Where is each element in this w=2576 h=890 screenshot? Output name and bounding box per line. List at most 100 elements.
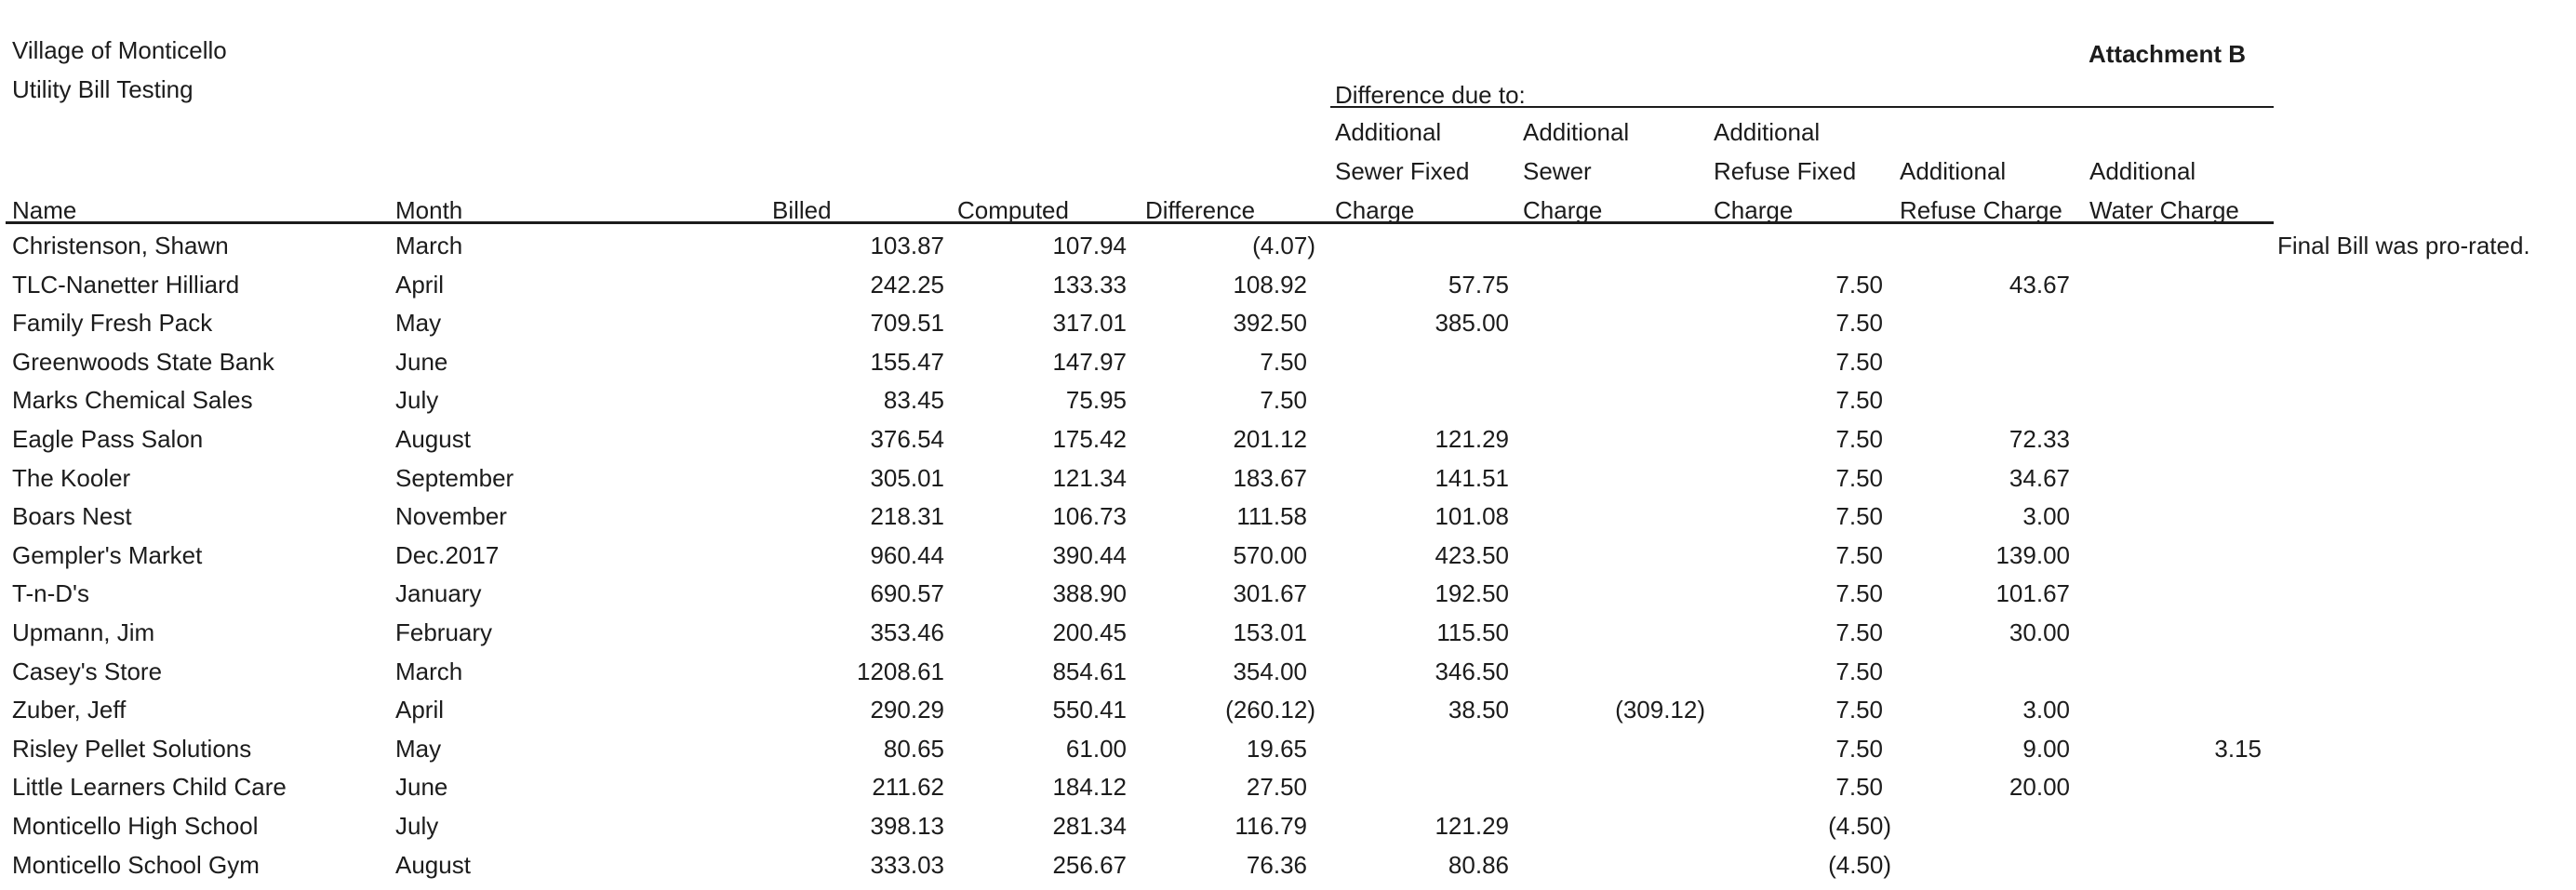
cell-sewer-fixed: 121.29 (1435, 812, 1509, 840)
cell-computed: 175.42 (1052, 425, 1127, 453)
table-row: Upmann, Jim February 353.46 200.45 153.01 115… (0, 619, 2576, 645)
cell-sewer-fixed: 385.00 (1435, 309, 1509, 337)
cell-refuse-fixed: (4.50) (1828, 851, 1891, 879)
table-row: Eagle Pass Salon August 376.54 175.42 201.12… (0, 426, 2576, 452)
cell-computed: 61.00 (1065, 735, 1127, 763)
cell-computed: 200.45 (1052, 618, 1127, 646)
cell-difference: 19.65 (1246, 735, 1307, 763)
cell-name: Zuber, Jeff (12, 696, 127, 724)
cell-billed: 80.65 (883, 735, 944, 763)
cell-month: May (395, 309, 442, 337)
cell-month: August (395, 425, 471, 453)
table-row: Little Learners Child Care June 211.62 184.… (0, 774, 2576, 800)
cell-name: Greenwoods State Bank (12, 348, 274, 376)
table-row: Monticello High School July 398.13 281.34 11… (0, 813, 2576, 839)
cell-note: Final Bill was pro-rated. (2277, 232, 2530, 259)
cell-sewer-fixed: 423.50 (1435, 541, 1509, 569)
cell-refuse-fixed: 7.50 (1835, 348, 1883, 376)
cell-difference: 76.36 (1246, 851, 1307, 879)
cell-refuse: 20.00 (2009, 773, 2070, 801)
cell-difference: 392.50 (1233, 309, 1307, 337)
cell-computed: 147.97 (1052, 348, 1127, 376)
cell-difference: 27.50 (1246, 773, 1307, 801)
cell-name: The Kooler (12, 464, 131, 492)
table-row: Casey's Store March 1208.61 854.61 354.00 346… (0, 658, 2576, 684)
cell-refuse-fixed: 7.50 (1835, 579, 1883, 607)
header-underline (6, 221, 2274, 224)
col-header-sewer-line2: Sewer (1523, 157, 1592, 185)
cell-month: July (395, 386, 439, 414)
cell-refuse-fixed: 7.50 (1835, 735, 1883, 763)
cell-computed: 75.95 (1065, 386, 1127, 414)
cell-refuse: 3.00 (2022, 696, 2070, 724)
cell-billed: 290.29 (870, 696, 944, 724)
cell-difference: 570.00 (1233, 541, 1307, 569)
cell-month: June (395, 348, 448, 376)
cell-refuse-fixed: 7.50 (1835, 658, 1883, 685)
table-row: Marks Chemical Sales July 83.45 75.95 7.50 7.… (0, 387, 2576, 413)
cell-difference: 153.01 (1233, 618, 1307, 646)
cell-month: January (395, 579, 482, 607)
cell-month: June (395, 773, 448, 801)
cell-name: Monticello High School (12, 812, 259, 840)
cell-difference: 301.67 (1233, 579, 1307, 607)
cell-name: Family Fresh Pack (12, 309, 213, 337)
col-header-name: Name (12, 196, 77, 224)
cell-billed: 690.57 (870, 579, 944, 607)
col-header-computed: Computed (957, 196, 1069, 224)
cell-difference: 108.92 (1233, 271, 1307, 299)
cell-refuse-fixed: 7.50 (1835, 464, 1883, 492)
report-title: Utility Bill Testing (12, 75, 194, 103)
col-header-sewer-fixed-line1: Additional (1335, 118, 1442, 146)
cell-computed: 184.12 (1052, 773, 1127, 801)
table-row: Family Fresh Pack May 709.51 317.01 392.50 38… (0, 310, 2576, 336)
cell-sewer: (309.12) (1615, 696, 1705, 724)
cell-month: Dec.2017 (395, 541, 500, 569)
cell-sewer-fixed: 38.50 (1448, 696, 1509, 724)
cell-name: Upmann, Jim (12, 618, 155, 646)
cell-name: Eagle Pass Salon (12, 425, 204, 453)
cell-sewer-fixed: 141.51 (1435, 464, 1509, 492)
cell-billed: 305.01 (870, 464, 944, 492)
cell-refuse-fixed: 7.50 (1835, 271, 1883, 299)
table-row: T-n-D's January 690.57 388.90 301.67 192.50 7.… (0, 580, 2576, 606)
cell-billed: 242.25 (870, 271, 944, 299)
cell-billed: 1208.61 (857, 658, 944, 685)
cell-refuse-fixed: 7.50 (1835, 502, 1883, 530)
cell-billed: 398.13 (870, 812, 944, 840)
col-header-sewer-fixed-line2: Sewer Fixed (1335, 157, 1470, 185)
cell-refuse-fixed: 7.50 (1835, 696, 1883, 724)
cell-computed: 256.67 (1052, 851, 1127, 879)
col-header-billed: Billed (772, 196, 832, 224)
table-row: Gempler's Market Dec.2017 960.44 390.44 570.… (0, 542, 2576, 568)
table-row: Boars Nest November 218.31 106.73 111.58 101.… (0, 503, 2576, 529)
cell-sewer-fixed: 101.08 (1435, 502, 1509, 530)
org-name: Village of Monticello (12, 36, 227, 64)
cell-sewer-fixed: 80.86 (1448, 851, 1509, 879)
cell-refuse-fixed: 7.50 (1835, 386, 1883, 414)
cell-billed: 218.31 (870, 502, 944, 530)
cell-month: March (395, 658, 463, 685)
col-header-sewer-line3: Charge (1523, 196, 1603, 224)
cell-difference: (260.12) (1225, 696, 1315, 724)
cell-difference: 7.50 (1260, 348, 1307, 376)
cell-computed: 281.34 (1052, 812, 1127, 840)
cell-billed: 83.45 (883, 386, 944, 414)
cell-name: Christenson, Shawn (12, 232, 229, 259)
cell-water: 3.15 (2214, 735, 2262, 763)
cell-name: Little Learners Child Care (12, 773, 287, 801)
cell-refuse: 34.67 (2009, 464, 2070, 492)
col-header-refuse-fixed-line3: Charge (1714, 196, 1794, 224)
table-row: Risley Pellet Solutions May 80.65 61.00 19.6… (0, 736, 2576, 762)
cell-name: Boars Nest (12, 502, 132, 530)
col-header-water-line2: Water Charge (2089, 196, 2239, 224)
cell-refuse-fixed: 7.50 (1835, 541, 1883, 569)
cell-month: March (395, 232, 463, 259)
cell-month: September (395, 464, 514, 492)
cell-name: Casey's Store (12, 658, 163, 685)
col-header-sewer-fixed-line3: Charge (1335, 196, 1415, 224)
cell-billed: 960.44 (870, 541, 944, 569)
cell-refuse: 101.67 (1995, 579, 2070, 607)
cell-refuse: 30.00 (2009, 618, 2070, 646)
cell-refuse-fixed: 7.50 (1835, 618, 1883, 646)
